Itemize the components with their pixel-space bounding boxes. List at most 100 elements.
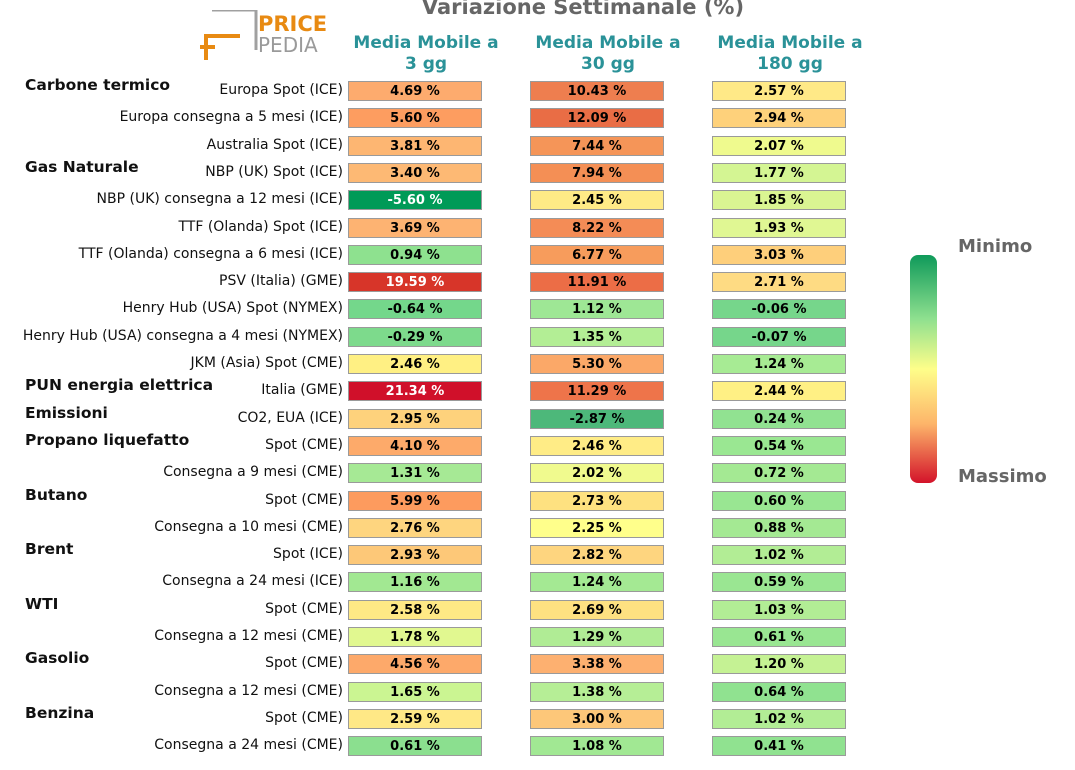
heatmap-cell: -0.29 % (348, 326, 482, 347)
heatmap-cell: 12.09 % (530, 108, 664, 129)
row-label: TTF (Olanda) Spot (ICE) (178, 218, 343, 235)
heatmap-cell: 1.24 % (712, 354, 846, 374)
heatmap-cell: 0.59 % (712, 572, 846, 593)
row-label: Europa consegna a 5 mesi (ICE) (119, 109, 343, 126)
heatmap-cell: 0.41 % (712, 736, 846, 757)
legend-label-minimo: Minimo (958, 236, 1033, 257)
column-header-180gg: Media Mobile a 180 gg (717, 33, 863, 74)
row-label: NBP (UK) Spot (ICE) (205, 163, 343, 180)
heatmap-cell: 10.43 % (530, 81, 664, 101)
row-label: Henry Hub (USA) Spot (NYMEX) (122, 300, 343, 317)
heatmap-cell: 6.77 % (530, 244, 664, 265)
heatmap-cell: 0.61 % (348, 736, 482, 757)
row-label: Australia Spot (ICE) (206, 136, 343, 153)
heatmap-cell: 1.03 % (712, 599, 846, 620)
heatmap-cell: 3.00 % (530, 708, 664, 729)
heatmap-cell: 1.08 % (530, 736, 664, 757)
heatmap-cell: 1.24 % (530, 572, 664, 593)
row-label: Consegna a 9 mesi (CME) (163, 464, 343, 481)
heatmap-cell: 2.69 % (530, 599, 664, 620)
row-label: Consegna a 24 mesi (CME) (154, 737, 343, 754)
heatmap-cell: 7.94 % (530, 162, 664, 183)
heatmap-cell: 2.95 % (348, 408, 482, 429)
heatmap-cell: 0.61 % (712, 627, 846, 647)
heatmap-cell: -5.60 % (348, 190, 482, 211)
row-label: JKM (Asia) Spot (CME) (190, 355, 343, 371)
row-label: Consegna a 24 mesi (ICE) (162, 573, 343, 590)
heatmap-cell: 0.94 % (348, 244, 482, 265)
row-label: Consegna a 12 mesi (CME) (154, 682, 343, 699)
logo-mark-orange (204, 34, 240, 60)
heatmap-cell: 0.54 % (712, 435, 846, 456)
row-group-label: Gas Naturale (25, 157, 139, 176)
heatmap-cell: 1.77 % (712, 162, 846, 183)
heatmap-cell: 21.34 % (348, 381, 482, 402)
row-group-label: Carbone termico (25, 76, 171, 94)
heatmap-cell: 2.94 % (712, 108, 846, 129)
heatmap-cell: 5.30 % (530, 354, 664, 374)
heatmap-cell: 1.31 % (348, 463, 482, 484)
heatmap-cell: 1.12 % (530, 299, 664, 320)
heatmap-cell: 2.58 % (348, 599, 482, 620)
heatmap-cell: 5.60 % (348, 108, 482, 129)
heatmap-cell: 2.02 % (530, 463, 664, 484)
row-label: Europa Spot (ICE) (219, 82, 343, 98)
heatmap-cell: 1.29 % (530, 627, 664, 647)
heatmap-cell: -0.64 % (348, 299, 482, 320)
heatmap-cell: 1.85 % (712, 190, 846, 211)
heatmap-cell: 1.93 % (712, 217, 846, 238)
heatmap-cell: 2.07 % (712, 135, 846, 156)
heatmap-cell: 8.22 % (530, 217, 664, 238)
row-label: Consegna a 12 mesi (CME) (154, 628, 343, 644)
heatmap-cell: 0.72 % (712, 463, 846, 484)
heatmap-cell: 1.35 % (530, 326, 664, 347)
row-group-label: Gasolio (25, 649, 90, 668)
row-group-label: Benzina (25, 703, 95, 722)
heatmap-cell: 3.81 % (348, 135, 482, 156)
legend-label-massimo: Massimo (958, 466, 1047, 487)
row-label: Spot (CME) (265, 709, 343, 726)
pricepedia-logo: PRICE PEDIA (200, 10, 327, 60)
heatmap-cell: 1.02 % (712, 708, 846, 729)
row-label: Italia (GME) (261, 382, 343, 399)
heatmap-cell: 3.69 % (348, 217, 482, 238)
row-label: Spot (CME) (265, 600, 343, 617)
row-group-label: PUN energia elettrica (25, 376, 214, 395)
row-label: NBP (UK) consegna a 12 mesi (ICE) (96, 191, 343, 208)
heatmap-cell: 2.59 % (348, 708, 482, 729)
heatmap-cell: 19.59 % (348, 272, 482, 293)
heatmap-cell: 2.44 % (712, 381, 846, 402)
heatmap-cell: 2.57 % (712, 81, 846, 101)
heatmap-cell: 2.46 % (530, 435, 664, 456)
row-group-label: Emissioni (25, 403, 108, 422)
heatmap-cell: 4.10 % (348, 435, 482, 456)
logo-mark-gray (212, 10, 258, 50)
heatmap-cell: 3.03 % (712, 244, 846, 265)
heatmap-cell: 11.29 % (530, 381, 664, 402)
heatmap-cell: -0.06 % (712, 299, 846, 320)
logo-text-price: PRICE (258, 12, 327, 36)
heatmap-cell: 0.64 % (712, 681, 846, 702)
row-group-label: Brent (25, 540, 74, 559)
row-label: Spot (ICE) (273, 546, 343, 563)
heatmap-cell: 2.93 % (348, 545, 482, 566)
heatmap-cell: 4.56 % (348, 654, 482, 675)
color-scale-bar (910, 255, 937, 483)
logo-text-pedia: PEDIA (258, 33, 318, 57)
row-group-label: Propano liquefatto (25, 430, 190, 449)
heatmap-cell: 2.82 % (530, 545, 664, 566)
heatmap-cell: 1.20 % (712, 654, 846, 675)
heatmap-cell: 2.73 % (530, 490, 664, 511)
heatmap-cell: 0.24 % (712, 408, 846, 429)
heatmap-cell: 0.60 % (712, 490, 846, 511)
row-label: Spot (CME) (265, 655, 343, 672)
row-label: Consegna a 10 mesi (CME) (154, 518, 343, 535)
row-label: TTF (Olanda) consegna a 6 mesi (ICE) (78, 245, 343, 262)
chart-title: Variazione Settimanale (%) (421, 0, 745, 19)
heatmap-cell: -0.07 % (712, 326, 846, 347)
heatmap-cell: 0.88 % (712, 517, 846, 538)
row-label: PSV (Italia) (GME) (219, 273, 343, 290)
heatmap-cell: 11.91 % (530, 272, 664, 293)
column-header-30gg: Media Mobile a 30 gg (535, 33, 681, 74)
